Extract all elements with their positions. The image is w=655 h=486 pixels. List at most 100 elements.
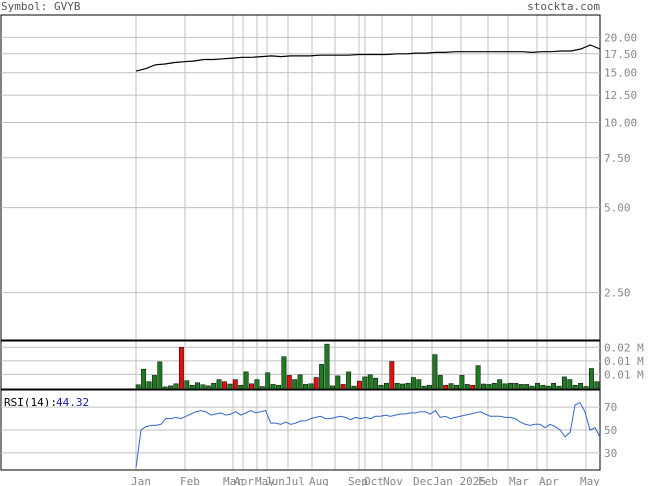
volume-bar (535, 382, 540, 390)
rsi-current-value: 44.32 (56, 396, 89, 409)
volume-bar (173, 383, 179, 390)
volume-bar (216, 379, 222, 390)
volume-bar (146, 381, 152, 390)
volume-bar (470, 384, 476, 390)
x-tick-label: Feb (180, 475, 200, 486)
volume-bar (259, 386, 265, 390)
price-line (135, 44, 601, 72)
x-tick-label: Feb (478, 475, 498, 486)
volume-bar (497, 379, 503, 390)
x-tick-label: Apr (539, 475, 559, 486)
volume-bar (351, 385, 357, 390)
volume-bar (389, 361, 395, 390)
volume-bar (270, 384, 276, 390)
volume-bar (578, 382, 584, 390)
volume-bar (454, 384, 459, 390)
volume-bar (135, 384, 141, 390)
x-tick-label: Jan 2025 (433, 475, 486, 486)
volume-bar (178, 347, 184, 390)
volume-bar (524, 384, 530, 390)
volume-bar (340, 384, 346, 390)
x-tick-label: Mar (509, 475, 529, 486)
volume-bar (200, 384, 206, 390)
volume-bar (243, 371, 249, 390)
volume-bar (162, 386, 168, 390)
volume-bar (561, 376, 567, 390)
volume-bar (319, 364, 325, 390)
x-tick-label: Jun (265, 475, 285, 486)
x-tick-label: Dec (413, 475, 433, 486)
volume-bar (168, 385, 174, 390)
volume-bar (572, 384, 578, 390)
volume-bar (594, 381, 600, 390)
volume-bar (529, 385, 535, 390)
volume-bar (356, 380, 362, 390)
volume-bar (227, 383, 233, 390)
volume-bar (324, 343, 330, 390)
volume-bar (141, 368, 147, 390)
x-tick-label: Oct (364, 475, 384, 486)
rsi-label: RSI(14): (4, 396, 57, 409)
volume-bar (588, 368, 594, 390)
volume-bar (416, 379, 422, 390)
volume-bar (508, 382, 513, 390)
volume-bar (443, 384, 449, 390)
volume-bar (545, 385, 551, 390)
volume-bar (367, 374, 373, 390)
volume-bar (427, 384, 432, 390)
volume-bar (211, 382, 217, 390)
volume-bar (567, 379, 573, 390)
volume-bar (222, 381, 227, 390)
price-tick-label: 20.00 (604, 31, 637, 44)
volume-bar (405, 382, 411, 390)
x-tick-label: May (580, 475, 600, 486)
volume-tick-label: 0.01 M (604, 355, 644, 368)
price-tick-label: 17.50 (604, 48, 637, 61)
x-tick-label: Jan (131, 475, 151, 486)
x-tick-label: Mar (223, 475, 243, 486)
volume-bar (464, 384, 470, 390)
symbol-label: Symbol: GVYB (1, 0, 81, 13)
volume-bar (286, 375, 292, 390)
volume-bar (281, 356, 287, 390)
volume-bar (448, 383, 454, 390)
volume-bar (335, 375, 341, 390)
volume-bar (151, 375, 157, 390)
volume-bar (205, 385, 211, 390)
volume-bar (276, 384, 281, 390)
volume-bar (378, 384, 384, 390)
volume-bar (249, 383, 254, 390)
volume-bar (313, 377, 319, 390)
volume-bar (459, 375, 465, 390)
volume-bar (362, 376, 368, 390)
volume-bar (437, 375, 443, 390)
rsi-tick-label: 50 (604, 424, 617, 437)
volume-tick-label: 0.01 M (604, 368, 644, 381)
volume-bar (329, 385, 335, 390)
x-tick-label: May (255, 475, 275, 486)
volume-bar (400, 383, 406, 390)
price-tick-label: 15.00 (604, 67, 637, 80)
price-tick-label: 5.00 (604, 202, 631, 215)
price-tick-label: 7.50 (604, 152, 631, 165)
volume-bar (383, 382, 389, 390)
volume-bar (373, 377, 379, 390)
volume-tick-label: 0.02 M (604, 341, 644, 354)
rsi-tick-label: 30 (604, 447, 617, 460)
volume-bar (254, 379, 260, 390)
price-tick-label: 10.00 (604, 116, 637, 129)
brand-label[interactable]: stockta.com (527, 0, 600, 13)
volume-bar (394, 382, 400, 390)
rsi-line (135, 401, 601, 468)
rsi-tick-label: 70 (604, 401, 617, 414)
x-tick-label: Jul (285, 475, 305, 486)
volume-bar (518, 384, 524, 390)
volume-bar (583, 386, 589, 390)
volume-bar (481, 383, 486, 390)
x-tick-label: Apr (234, 475, 254, 486)
volume-bar (346, 371, 352, 390)
volume-bar (410, 377, 416, 390)
volume-bar (540, 384, 546, 390)
